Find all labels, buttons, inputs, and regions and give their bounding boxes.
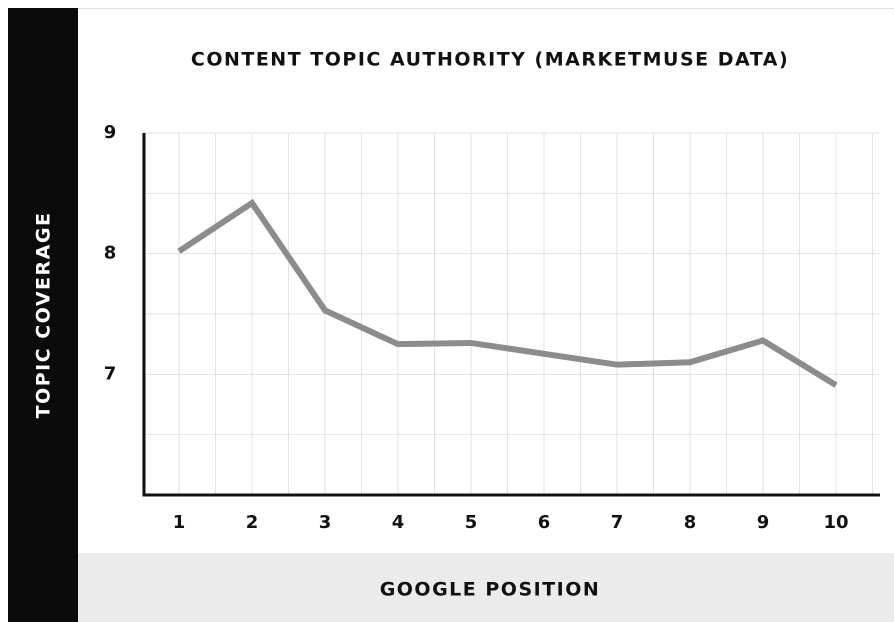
x-tick-label: 6 [538, 512, 551, 533]
y-axis-label: TOPIC COVERAGE [33, 212, 55, 419]
x-tick-label: 9 [757, 512, 770, 533]
chart-title: CONTENT TOPIC AUTHORITY (MARKETMUSE DATA… [191, 49, 789, 71]
data-line [177, 198, 838, 388]
x-tick-label: 4 [392, 512, 405, 533]
y-tick-label: 9 [104, 122, 117, 143]
grid [142, 132, 880, 495]
x-tick-label: 7 [611, 512, 624, 533]
bottom-band [78, 553, 894, 622]
x-tick-label: 8 [684, 512, 697, 533]
x-axis-label: GOOGLE POSITION [380, 579, 601, 601]
y-tick-label: 7 [104, 363, 117, 384]
x-tick-label: 5 [465, 512, 478, 533]
x-tick-label: 3 [319, 512, 332, 533]
x-tick-label: 10 [823, 512, 848, 533]
x-tick-label: 1 [173, 512, 186, 533]
x-tick-label: 2 [246, 512, 259, 533]
side-band [8, 8, 78, 622]
y-tick-label: 8 [104, 243, 117, 264]
